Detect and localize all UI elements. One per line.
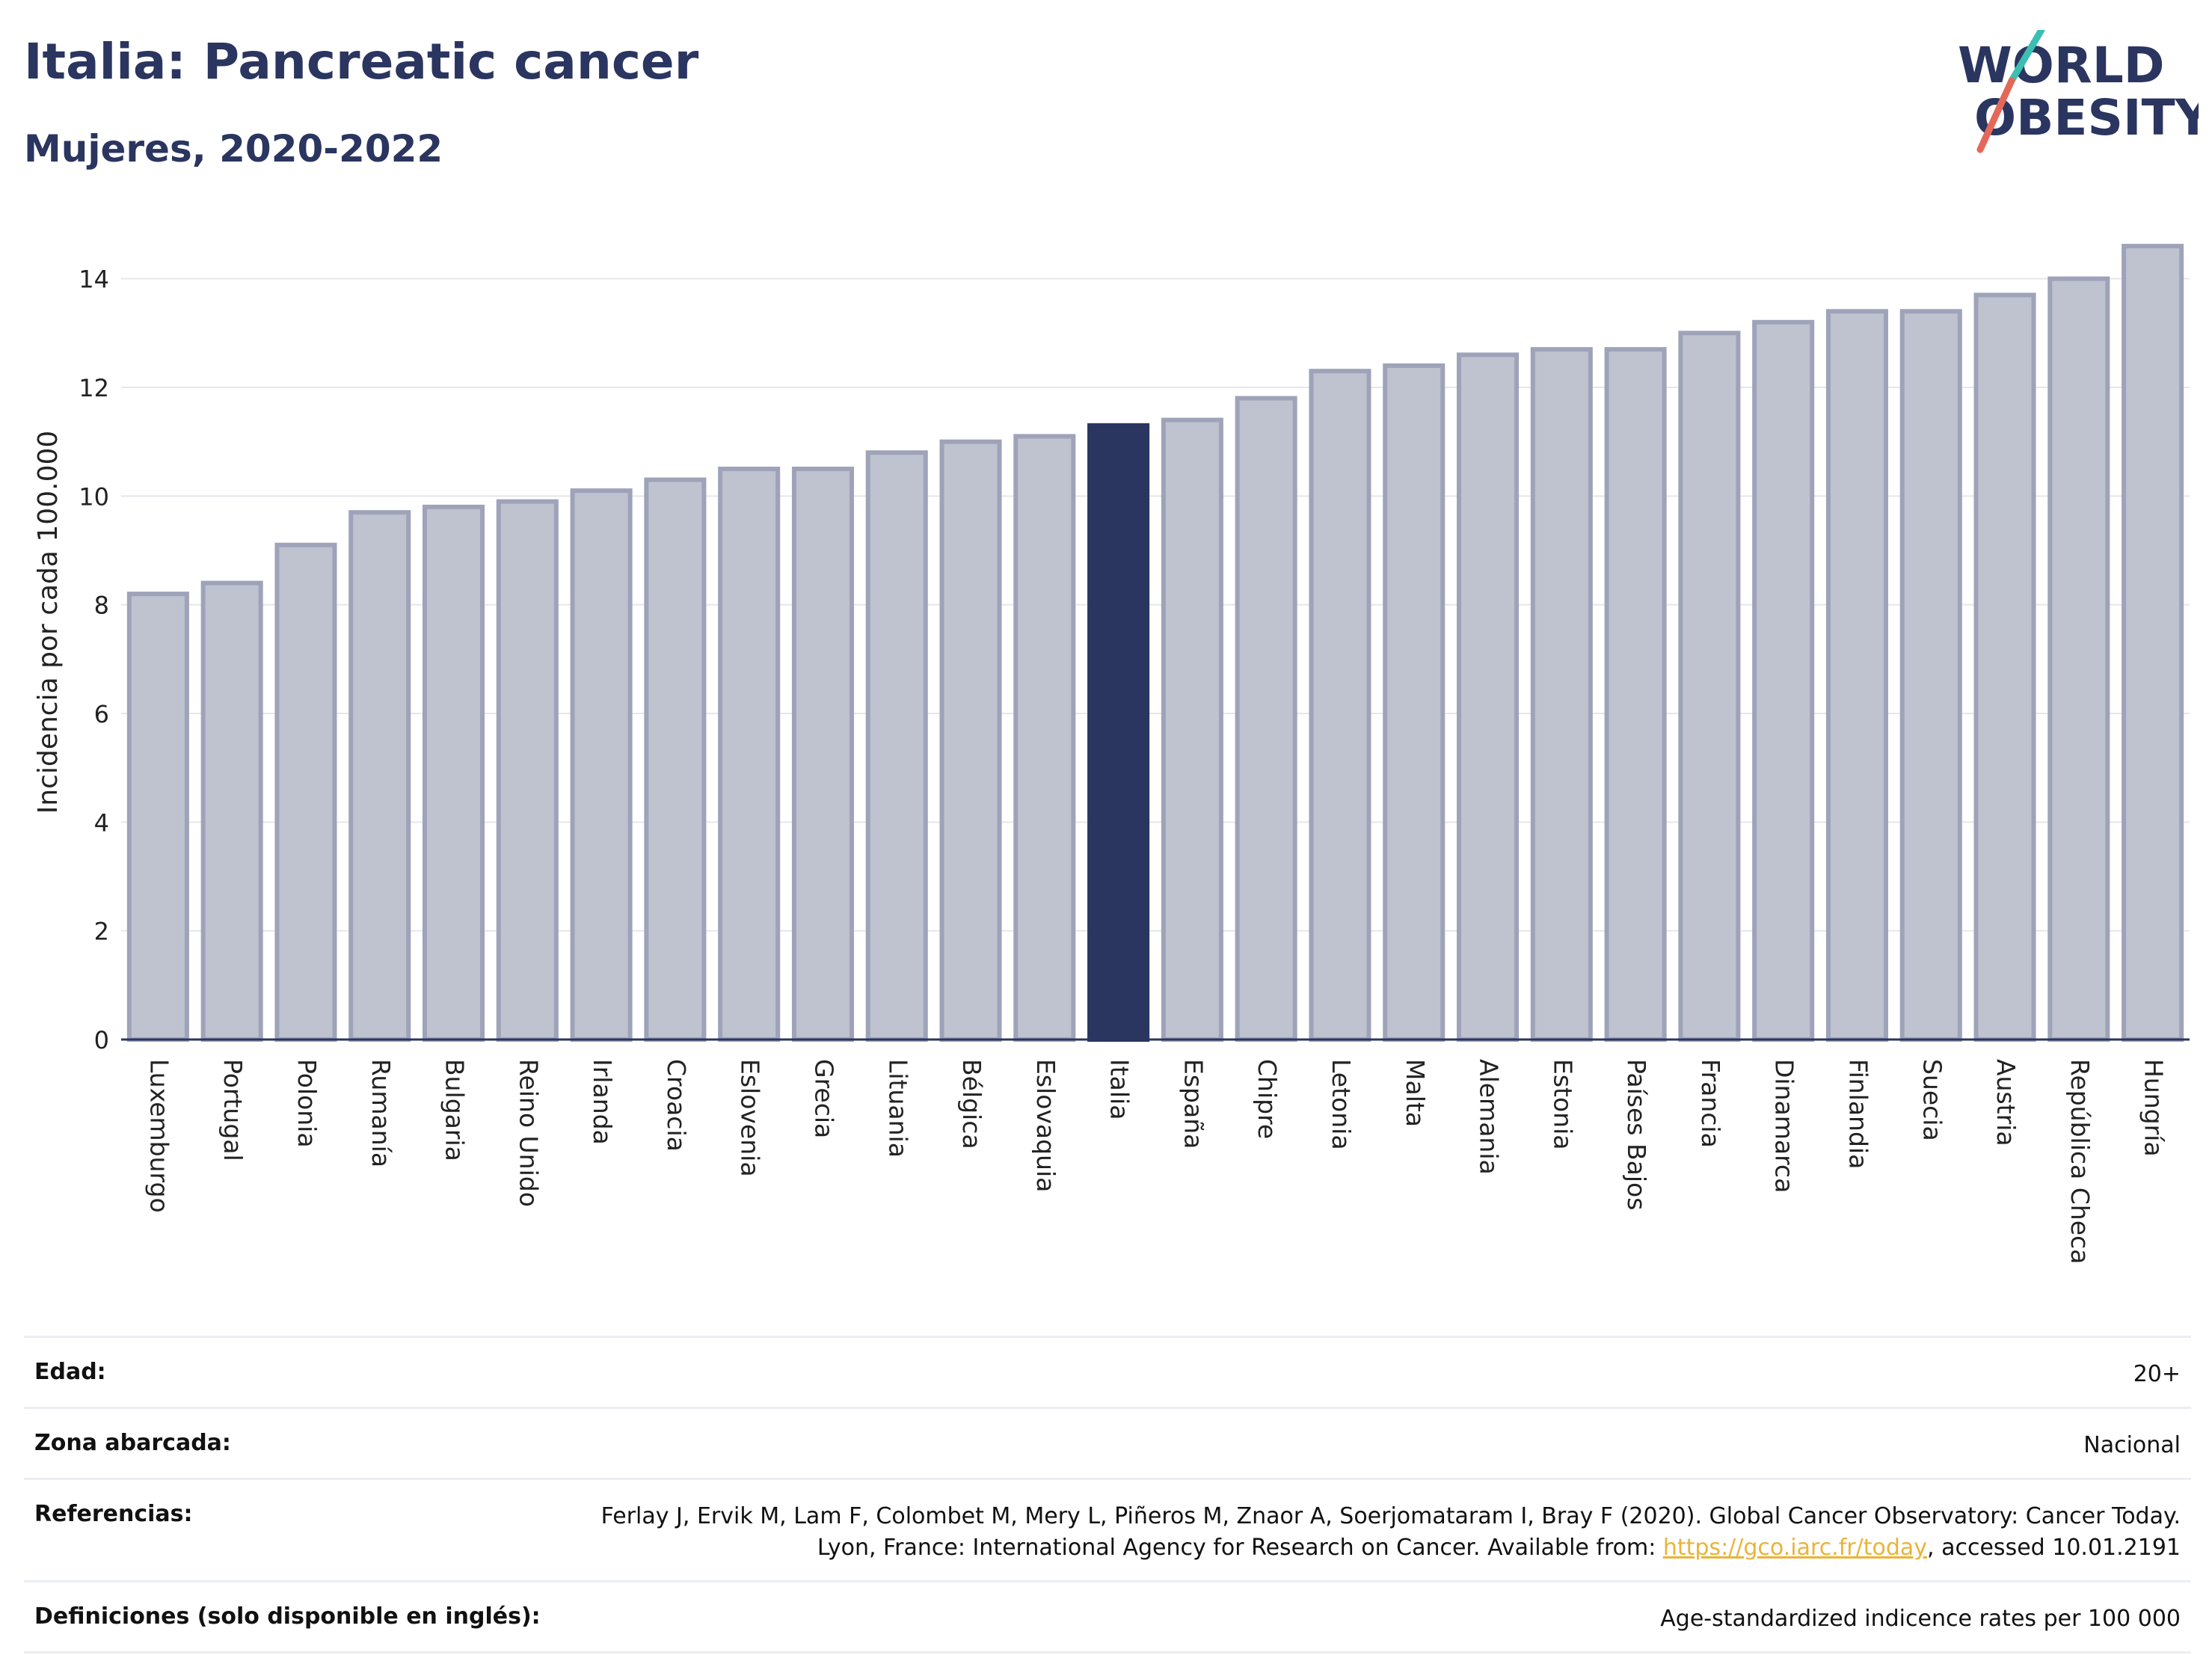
x-tick-label: República Checa: [2065, 1059, 2095, 1264]
footer-row-definitions: Definiciones (solo disponible en inglés)…: [24, 1580, 2191, 1654]
bar-finlandia: [1825, 309, 1888, 1042]
y-tick-label: 8: [94, 592, 109, 620]
x-tick-label: Eslovenia: [736, 1059, 765, 1177]
x-tick-label: Rumanía: [366, 1059, 396, 1167]
references-link[interactable]: https://gco.iarc.fr/today: [1662, 1535, 1928, 1561]
area-value: Nacional: [2083, 1432, 2181, 1458]
x-tick-label: Dinamarca: [1770, 1059, 1799, 1193]
bar-polonia: [274, 542, 337, 1042]
x-tick-label: Portugal: [218, 1059, 248, 1161]
x-tick-label: Reino Unido: [514, 1059, 543, 1207]
y-tick-label: 0: [94, 1026, 109, 1054]
x-tick-label: Luxemburgo: [144, 1059, 173, 1213]
bar-estonia: [1530, 347, 1593, 1042]
y-tick-label: 4: [94, 808, 109, 837]
bar-países-bajos: [1604, 347, 1667, 1042]
definitions-value: Age-standardized indicence rates per 100…: [1660, 1606, 2181, 1632]
x-tick-label: Irlanda: [588, 1059, 617, 1145]
x-tick-label: Bélgica: [957, 1059, 986, 1149]
bar-italia: [1087, 423, 1150, 1042]
logo-line2: OBESITY: [1974, 89, 2199, 147]
axes: 0 2 4 6 8 10 12 14 Luxemburgo Portugal Polonia Ruma…: [79, 265, 2190, 1264]
x-tick-label: Suecia: [1917, 1059, 1947, 1141]
bar-suecia: [1899, 309, 1962, 1042]
references-value: Ferlay J, Ervik M, Lam F, Colombet M, Me…: [565, 1501, 2181, 1564]
x-tick-label: España: [1179, 1059, 1208, 1149]
y-tick-label: 2: [94, 918, 109, 946]
x-tick-label: Hungría: [2139, 1059, 2169, 1157]
footer-row-references: Referencias: Ferlay J, Ervik M, Lam F, C…: [24, 1478, 2191, 1580]
references-accessed: , accessed 10.01.2191: [1927, 1535, 2181, 1561]
chart-subtitle: Mujeres, 2020-2022: [24, 127, 443, 171]
bar-austria: [1973, 292, 2036, 1042]
bar-bulgaria: [423, 504, 485, 1042]
bar-alemania: [1457, 352, 1520, 1042]
definitions-label: Definiciones (solo disponible en inglés)…: [34, 1603, 541, 1630]
references-text: Ferlay J, Ervik M, Lam F, Colombet M, Me…: [600, 1503, 2181, 1561]
x-tick-label: Croacia: [662, 1059, 691, 1152]
bar-hungría: [2122, 244, 2184, 1043]
footer-row-age: Edad: 20+: [24, 1336, 2191, 1407]
bar-rumanía: [348, 510, 411, 1042]
bar-eslovaquia: [1013, 434, 1076, 1042]
x-tick-label: Finlandia: [1843, 1059, 1872, 1169]
bar-república-checa: [2047, 276, 2110, 1042]
bar-letonia: [1309, 369, 1371, 1042]
area-label: Zona abarcada:: [34, 1430, 231, 1456]
x-tick-label: Polonia: [292, 1059, 322, 1148]
x-tick-label: Países Bajos: [1622, 1059, 1651, 1210]
bar-luxemburgo: [126, 592, 189, 1042]
bar-malta: [1383, 363, 1446, 1042]
x-tick-label: Grecia: [809, 1059, 838, 1138]
y-tick-label: 12: [79, 374, 109, 402]
bar-chart: 0 2 4 6 8 10 12 14 Luxemburgo Portugal Polonia Ruma…: [33, 244, 2190, 1264]
x-tick-label: Estonia: [1548, 1059, 1577, 1149]
x-tick-label: Chipre: [1253, 1059, 1282, 1139]
y-tick-label: 10: [79, 482, 109, 511]
y-tick-label: 6: [94, 700, 109, 728]
bar-chipre: [1235, 396, 1297, 1042]
x-tick-label: Francia: [1696, 1059, 1725, 1148]
x-tick-label: Lituania: [883, 1059, 912, 1158]
age-value: 20+: [2133, 1361, 2181, 1387]
x-tick-label: Alemania: [1475, 1059, 1504, 1175]
bar-lituania: [865, 450, 928, 1042]
bars: [126, 244, 2184, 1043]
x-tick-label: Malta: [1401, 1059, 1430, 1127]
bar-bélgica: [939, 439, 1002, 1042]
logo-line1: WORLD: [1958, 37, 2165, 94]
bar-francia: [1678, 331, 1741, 1043]
y-tick-label: 14: [79, 265, 109, 294]
world-obesity-logo: WORLD OBESITY: [1958, 30, 2199, 153]
logo-slash-teal: [2008, 30, 2045, 85]
x-tick-label: Letonia: [1327, 1059, 1356, 1150]
x-tick-label: Italia: [1105, 1059, 1134, 1120]
bar-portugal: [200, 580, 263, 1042]
bar-dinamarca: [1752, 319, 1815, 1042]
y-axis-label: Incidencia por cada 100.000: [33, 431, 64, 814]
bar-irlanda: [570, 488, 633, 1042]
metadata-table: Edad: 20+ Zona abarcada: Nacional Refere…: [24, 1336, 2191, 1654]
chart-title: Italia: Pancreatic cancer: [24, 33, 699, 90]
references-label: Referencias:: [34, 1501, 193, 1527]
bar-reino-unido: [496, 499, 559, 1042]
x-tick-label: Eslovaquia: [1031, 1059, 1060, 1192]
x-tick-label: Austria: [1991, 1059, 2021, 1146]
bar-eslovenia: [718, 467, 781, 1042]
age-label: Edad:: [34, 1359, 106, 1385]
x-tick-label: Bulgaria: [440, 1059, 470, 1161]
bar-españa: [1161, 417, 1223, 1042]
logo-slash-red: [1976, 77, 2015, 153]
bar-grecia: [791, 467, 854, 1042]
footer-row-area: Zona abarcada: Nacional: [24, 1407, 2191, 1478]
bar-croacia: [644, 477, 707, 1042]
